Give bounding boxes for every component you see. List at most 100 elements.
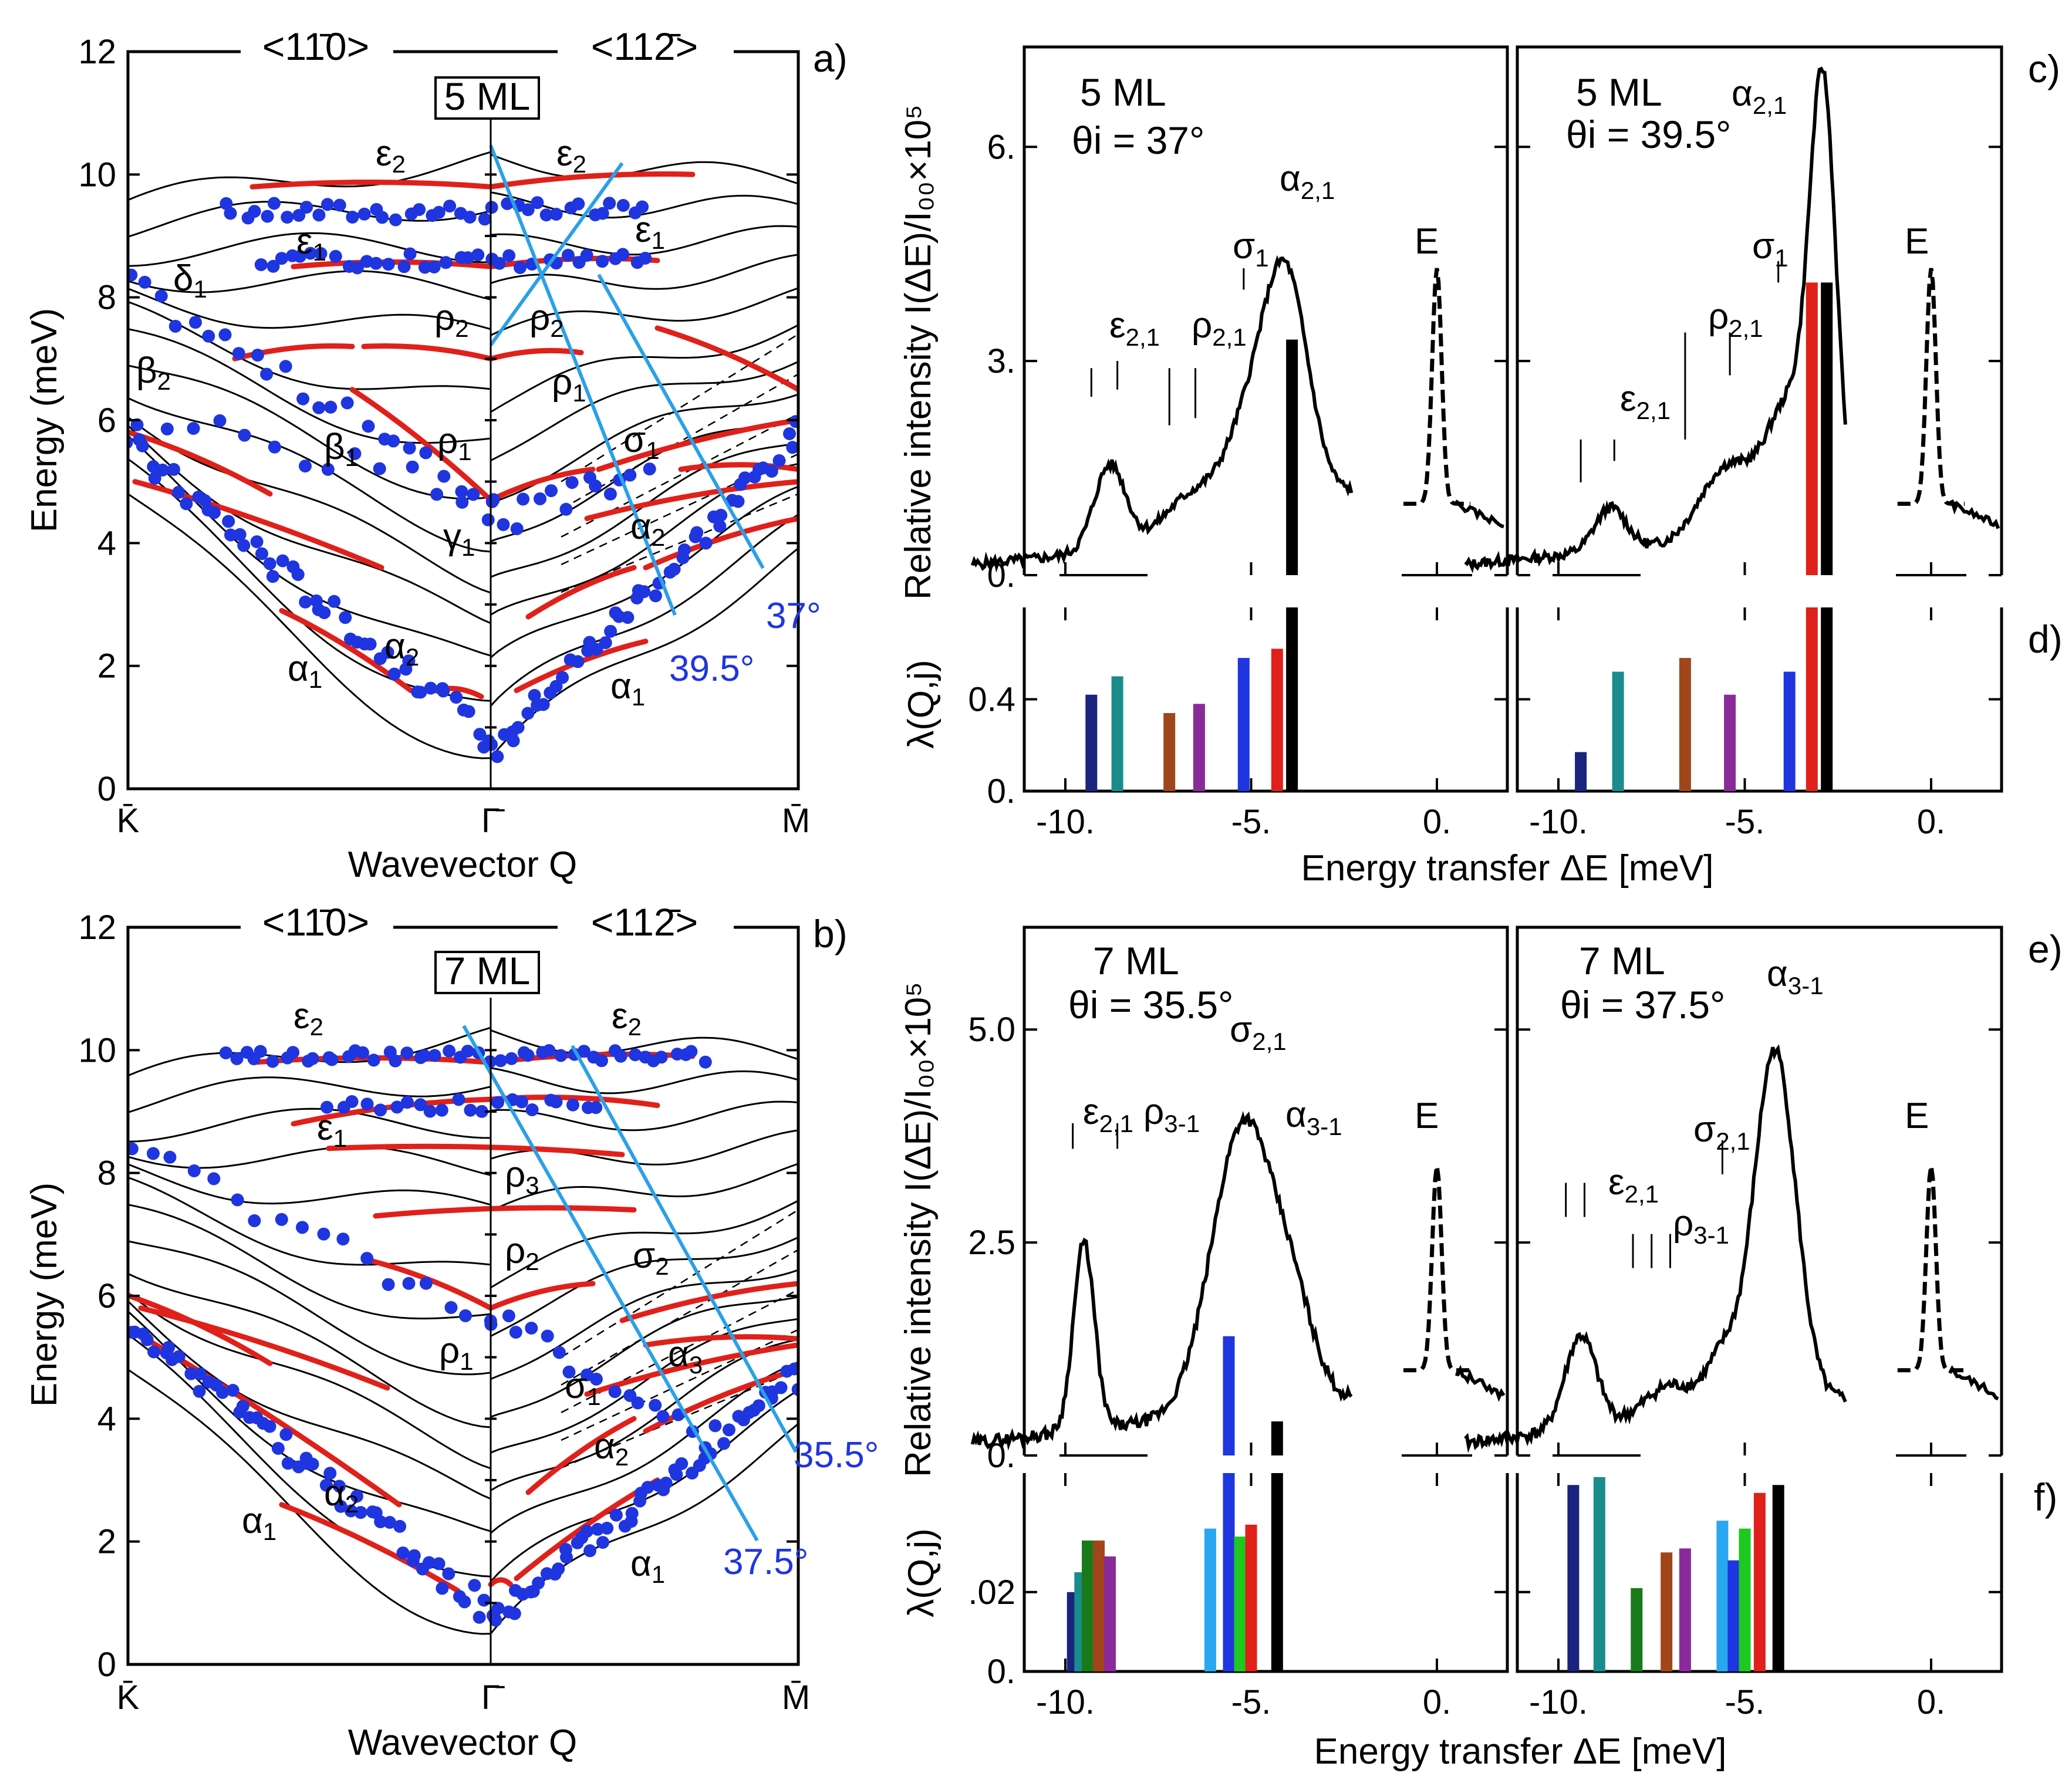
ytick-label: 0 [97, 1646, 116, 1684]
data-point [356, 1046, 369, 1059]
data-point [296, 392, 310, 406]
data-point [786, 441, 798, 454]
data-point [403, 441, 416, 455]
data-point [791, 1383, 798, 1396]
data-point [383, 1516, 396, 1529]
data-point [463, 211, 477, 224]
panel-label-c: c) [2028, 47, 2060, 90]
label-eps1-left-a: ε1 [296, 221, 326, 266]
data-point [271, 1441, 285, 1455]
ytick-label: 2 [97, 1523, 116, 1561]
label-alpha1-right-b: α1 [630, 1544, 665, 1588]
data-point [464, 1103, 477, 1117]
ytick-label: 6 [97, 401, 116, 440]
red-dispersion-curves-b [128, 1051, 798, 1593]
data-point [219, 1046, 232, 1059]
lambda-bar [1093, 1540, 1105, 1671]
data-point [424, 681, 437, 695]
data-point [232, 347, 245, 360]
red-branch [326, 1143, 625, 1157]
data-point [373, 462, 386, 475]
xtick-label: 0. [1423, 803, 1451, 841]
data-point [708, 1419, 722, 1433]
data-point [397, 260, 411, 273]
data-point [320, 1100, 333, 1114]
lambda-bar [1612, 671, 1624, 791]
data-point [625, 1507, 639, 1520]
data-point [154, 289, 168, 303]
dispersion-line-left [128, 151, 491, 201]
data-point [444, 1301, 458, 1314]
label-rho1-left-a: ρ1 [437, 421, 472, 465]
data-point [255, 547, 268, 560]
lambda-bar [1193, 704, 1205, 791]
label-alpha2-left-b: α2 [324, 1473, 359, 1518]
data-point [494, 1054, 507, 1068]
data-point [675, 1457, 689, 1470]
xlabel-ef: Energy transfer ΔE [meV] [1314, 1731, 1726, 1772]
spectra-labels: Relative intensity I(ΔE)/I₀₀×10⁵ λ(Q,j) … [898, 47, 2063, 1772]
xtick-label: -5. [1231, 803, 1271, 841]
data-point [521, 707, 535, 720]
data-point [419, 446, 433, 460]
data-point [374, 1103, 387, 1117]
lambda-bar [1631, 1588, 1643, 1671]
data-point [471, 248, 485, 262]
data-point [603, 197, 616, 210]
data-point [599, 636, 612, 650]
data-point [698, 1055, 712, 1069]
lambda-bar [1271, 649, 1283, 791]
data-point [389, 1054, 402, 1068]
data-point [193, 1384, 206, 1398]
peak-rho21-c1: ρ2,1 [1192, 305, 1247, 351]
data-point [160, 422, 174, 435]
xlabel-b: Wavevector Q [348, 1723, 577, 1763]
data-point [138, 275, 151, 289]
data-point [389, 213, 402, 227]
data-point [639, 252, 652, 265]
data-point [261, 210, 274, 223]
experimental-dots-b [128, 1044, 798, 1627]
data-point [406, 460, 419, 474]
data-point [435, 1103, 448, 1117]
data-point [467, 488, 480, 501]
label-sigma1-a: σ1 [623, 420, 660, 464]
lambda-bar [1111, 676, 1123, 791]
label-alpha1-left-b: α1 [242, 1501, 276, 1545]
ytick-label: 12 [78, 908, 116, 947]
xtick-Gamma-b: Γ̄ [481, 1678, 505, 1717]
label-alpha2-left-a: α2 [384, 626, 419, 671]
data-point [231, 1193, 244, 1207]
data-point [772, 454, 786, 467]
data-point [475, 1105, 488, 1118]
data-point [382, 258, 395, 271]
lambda-bar [1567, 1485, 1580, 1671]
label-rho2-right-a: ρ2 [529, 298, 564, 342]
label-delta1-a: δ1 [173, 258, 207, 303]
data-point [314, 247, 328, 260]
data-point [443, 200, 457, 213]
lambda-bar [1104, 1556, 1116, 1671]
data-point [369, 256, 383, 270]
data-point [251, 349, 264, 362]
lambda-bar [1716, 1521, 1729, 1671]
data-point [417, 1049, 431, 1062]
data-point [572, 197, 585, 211]
data-point [571, 655, 585, 668]
data-point [156, 463, 169, 477]
data-point [442, 1567, 455, 1580]
data-point [292, 209, 306, 222]
data-point [616, 199, 630, 212]
ml-label-e1: 7 ML [1093, 939, 1179, 982]
data-point [360, 1252, 374, 1265]
dispersion-line-left [128, 364, 491, 500]
data-point [300, 201, 313, 214]
lambda-bar [1575, 752, 1587, 791]
data-point [238, 428, 251, 442]
data-point [250, 535, 264, 549]
data-point [525, 1103, 539, 1116]
panel-a: 0 2 4 6 8 10 12 5 ML <11̄0> <112̄> a) 39.5° 37… [24, 25, 848, 885]
data-point [224, 207, 237, 220]
data-point [473, 728, 487, 741]
spectrum-tail [1455, 499, 1504, 529]
